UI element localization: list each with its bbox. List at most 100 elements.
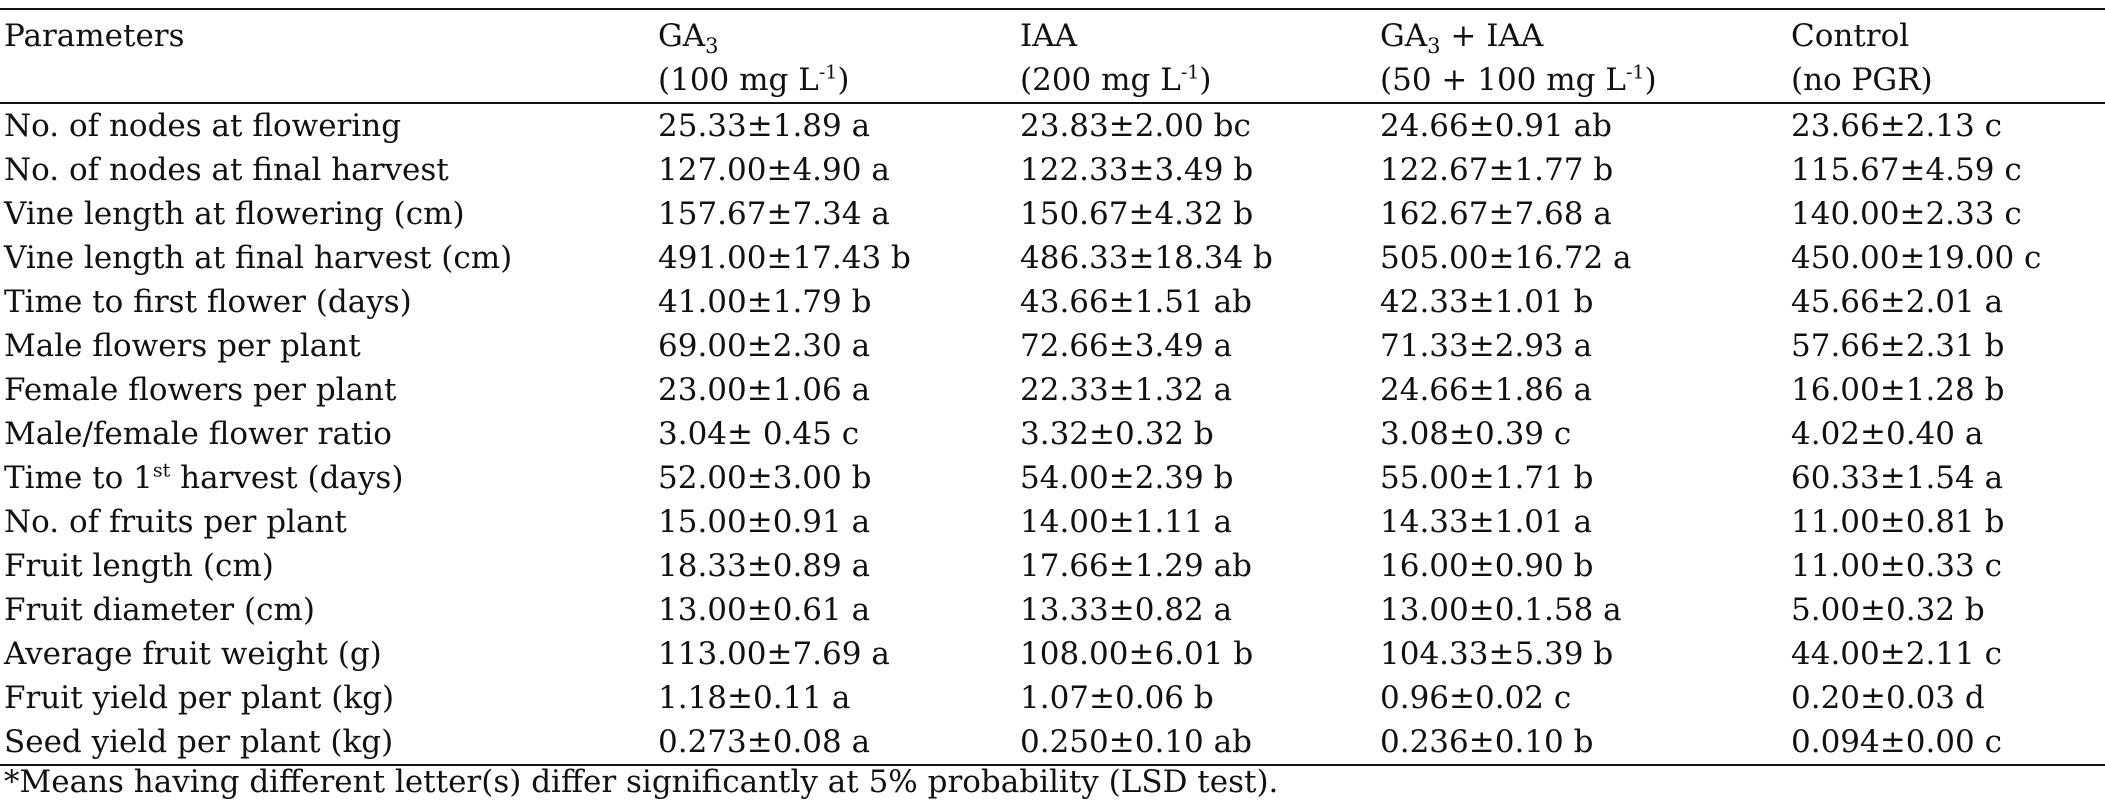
row-parameter: Female flowers per plant bbox=[4, 372, 397, 408]
cell-iaa: 23.83±2.00 bc bbox=[1020, 108, 1251, 144]
header-iaa-dose: (200 mg L bbox=[1020, 62, 1181, 98]
cell-combo: 24.66±0.91 ab bbox=[1380, 108, 1612, 144]
cell-combo: 0.236±0.10 b bbox=[1376, 720, 1787, 766]
header-ga3-dose: (100 mg L bbox=[658, 62, 819, 98]
cell-control: 140.00±2.33 c bbox=[1791, 196, 2022, 232]
row-parameter: Time to first flower (days) bbox=[4, 284, 412, 320]
cell-ga3: 18.33±0.89 a bbox=[658, 548, 871, 584]
cell-iaa: 72.66±3.49 a bbox=[1020, 328, 1233, 364]
row-parameter: Time to 1st harvest (days) bbox=[0, 456, 654, 500]
cell-combo: 16.00±0.90 b bbox=[1380, 548, 1594, 584]
table-footnote: *Means having different letter(s) differ… bbox=[4, 764, 1279, 800]
cell-ga3: 0.273±0.08 a bbox=[654, 720, 1016, 766]
cell-iaa: 0.250±0.10 ab bbox=[1016, 720, 1376, 766]
header-combo-name-rest: + IAA bbox=[1440, 18, 1544, 54]
row-parameter: Fruit yield per plant (kg) bbox=[4, 680, 395, 716]
cell-combo: 3.08±0.39 c bbox=[1380, 416, 1572, 452]
row-parameter: Average fruit weight (g) bbox=[4, 636, 382, 672]
header-combo-dose: (50 + 100 mg L bbox=[1380, 62, 1626, 98]
header-combo-dose-close: ) bbox=[1644, 62, 1657, 98]
cell-ga3: 113.00±7.69 a bbox=[658, 636, 890, 672]
row-parameter: Vine length at final harvest (cm) bbox=[4, 240, 513, 276]
table-row: No. of fruits per plant 15.00±0.91 a 14.… bbox=[0, 500, 2105, 544]
cell-ga3: 13.00±0.61 a bbox=[658, 592, 871, 628]
cell-ga3: 69.00±2.30 a bbox=[658, 328, 871, 364]
header-ga3-dose-close: ) bbox=[837, 62, 850, 98]
cell-combo: 13.00±0.1.58 a bbox=[1380, 592, 1622, 628]
row-parameter-text: Time to 1 bbox=[4, 460, 153, 496]
cell-control: 23.66±2.13 c bbox=[1791, 108, 2002, 144]
cell-combo: 14.33±1.01 a bbox=[1380, 504, 1593, 540]
results-table: Parameters GA3 (100 mg L-1) IAA (200 mg … bbox=[0, 8, 2105, 766]
cell-ga3: 15.00±0.91 a bbox=[658, 504, 871, 540]
row-parameter-text-rest: harvest (days) bbox=[170, 460, 404, 496]
table-row: Vine length at final harvest (cm) 491.00… bbox=[0, 236, 2105, 280]
cell-iaa: 43.66±1.51 ab bbox=[1020, 284, 1252, 320]
header-iaa-dose-close: ) bbox=[1199, 62, 1212, 98]
header-combo-dose-sup: -1 bbox=[1625, 61, 1645, 84]
cell-ga3: 157.67±7.34 a bbox=[658, 196, 890, 232]
cell-control: 60.33±1.54 a bbox=[1791, 460, 2004, 496]
cell-control: 45.66±2.01 a bbox=[1791, 284, 2004, 320]
row-parameter: No. of nodes at final harvest bbox=[4, 152, 449, 188]
cell-iaa: 3.32±0.32 b bbox=[1020, 416, 1214, 452]
cell-control: 11.00±0.81 b bbox=[1791, 504, 2005, 540]
cell-iaa: 1.07±0.06 b bbox=[1020, 680, 1214, 716]
row-parameter: No. of fruits per plant bbox=[4, 504, 347, 540]
cell-combo: 42.33±1.01 b bbox=[1380, 284, 1594, 320]
row-parameter-superscript: st bbox=[152, 459, 171, 482]
cell-control: 450.00±19.00 c bbox=[1791, 240, 2042, 276]
cell-control: 0.094±0.00 c bbox=[1787, 720, 2105, 766]
cell-iaa: 22.33±1.32 a bbox=[1020, 372, 1233, 408]
cell-combo: 122.67±1.77 b bbox=[1380, 152, 1614, 188]
cell-iaa: 108.00±6.01 b bbox=[1020, 636, 1254, 672]
cell-combo: 0.96±0.02 c bbox=[1380, 680, 1572, 716]
header-ga3-dose-sup: -1 bbox=[818, 61, 838, 84]
cell-combo: 55.00±1.71 b bbox=[1380, 460, 1594, 496]
cell-ga3: 491.00±17.43 b bbox=[658, 240, 911, 276]
table-body: No. of nodes at flowering 25.33±1.89 a 2… bbox=[0, 103, 2105, 766]
table-row: Male flowers per plant 69.00±2.30 a 72.6… bbox=[0, 324, 2105, 368]
header-combo-subscript: 3 bbox=[1427, 34, 1441, 59]
cell-ga3: 25.33±1.89 a bbox=[658, 108, 871, 144]
table-row: No. of nodes at flowering 25.33±1.89 a 2… bbox=[0, 103, 2105, 148]
cell-combo: 162.67±7.68 a bbox=[1380, 196, 1612, 232]
table-row: Time to first flower (days) 41.00±1.79 b… bbox=[0, 280, 2105, 324]
table-row: Fruit length (cm) 18.33±0.89 a 17.66±1.2… bbox=[0, 544, 2105, 588]
cell-ga3: 23.00±1.06 a bbox=[658, 372, 871, 408]
row-parameter: No. of nodes at flowering bbox=[4, 108, 402, 144]
row-parameter: Fruit length (cm) bbox=[4, 548, 274, 584]
table-row: Male/female flower ratio 3.04± 0.45 c 3.… bbox=[0, 412, 2105, 456]
header-control-name: Control bbox=[1791, 18, 1910, 54]
header-ga3-subscript: 3 bbox=[705, 34, 719, 59]
header-iaa: IAA (200 mg L-1) bbox=[1016, 9, 1376, 103]
table-row: Fruit diameter (cm) 13.00±0.61 a 13.33±0… bbox=[0, 588, 2105, 632]
table-row: Female flowers per plant 23.00±1.06 a 22… bbox=[0, 368, 2105, 412]
cell-iaa: 150.67±4.32 b bbox=[1020, 196, 1254, 232]
cell-control: 11.00±0.33 c bbox=[1791, 548, 2002, 584]
cell-iaa: 122.33±3.49 b bbox=[1020, 152, 1254, 188]
row-parameter: Vine length at flowering (cm) bbox=[4, 196, 465, 232]
header-combo: GA3 + IAA (50 + 100 mg L-1) bbox=[1376, 9, 1787, 103]
row-parameter: Seed yield per plant (kg) bbox=[0, 720, 654, 766]
header-control: Control (no PGR) bbox=[1787, 9, 2105, 103]
cell-iaa: 13.33±0.82 a bbox=[1020, 592, 1233, 628]
cell-ga3: 41.00±1.79 b bbox=[658, 284, 872, 320]
results-table-container: Parameters GA3 (100 mg L-1) IAA (200 mg … bbox=[0, 8, 2105, 766]
cell-combo: 24.66±1.86 a bbox=[1380, 372, 1593, 408]
cell-ga3: 3.04± 0.45 c bbox=[658, 416, 860, 452]
cell-control: 44.00±2.11 c bbox=[1791, 636, 2002, 672]
row-parameter: Fruit diameter (cm) bbox=[4, 592, 315, 628]
cell-combo: 104.33±5.39 b bbox=[1380, 636, 1614, 672]
header-parameters: Parameters bbox=[0, 9, 654, 103]
cell-iaa: 17.66±1.29 ab bbox=[1020, 548, 1252, 584]
header-ga3: GA3 (100 mg L-1) bbox=[654, 9, 1016, 103]
cell-ga3: 127.00±4.90 a bbox=[658, 152, 890, 188]
table-row: Seed yield per plant (kg) 0.273±0.08 a 0… bbox=[0, 720, 2105, 766]
cell-control: 0.20±0.03 d bbox=[1791, 680, 1985, 716]
header-ga3-name: GA bbox=[658, 18, 706, 54]
header-row: Parameters GA3 (100 mg L-1) IAA (200 mg … bbox=[0, 9, 2105, 103]
table-header: Parameters GA3 (100 mg L-1) IAA (200 mg … bbox=[0, 9, 2105, 103]
header-combo-name: GA bbox=[1380, 18, 1428, 54]
cell-control: 5.00±0.32 b bbox=[1791, 592, 1985, 628]
